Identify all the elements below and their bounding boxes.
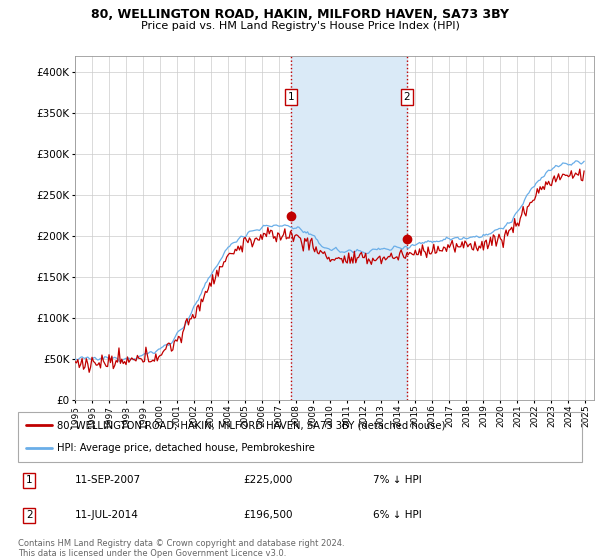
Text: 80, WELLINGTON ROAD, HAKIN, MILFORD HAVEN, SA73 3BY: 80, WELLINGTON ROAD, HAKIN, MILFORD HAVE… [91,8,509,21]
Text: £225,000: £225,000 [244,475,293,485]
Text: £196,500: £196,500 [244,510,293,520]
Text: 80, WELLINGTON ROAD, HAKIN, MILFORD HAVEN, SA73 3BY (detached house): 80, WELLINGTON ROAD, HAKIN, MILFORD HAVE… [58,420,446,430]
Bar [291,56,407,400]
Text: 1: 1 [288,92,295,102]
Text: 2: 2 [26,510,32,520]
Text: 7% ↓ HPI: 7% ↓ HPI [373,475,422,485]
Text: 6% ↓ HPI: 6% ↓ HPI [373,510,422,520]
Text: 11-JUL-2014: 11-JUL-2014 [74,510,138,520]
Text: 1: 1 [26,475,32,485]
Text: 2: 2 [404,92,410,102]
Text: Price paid vs. HM Land Registry's House Price Index (HPI): Price paid vs. HM Land Registry's House … [140,21,460,31]
Text: Contains HM Land Registry data © Crown copyright and database right 2024.
This d: Contains HM Land Registry data © Crown c… [18,539,344,558]
Text: HPI: Average price, detached house, Pembrokeshire: HPI: Average price, detached house, Pemb… [58,444,316,454]
Text: 11-SEP-2007: 11-SEP-2007 [74,475,140,485]
